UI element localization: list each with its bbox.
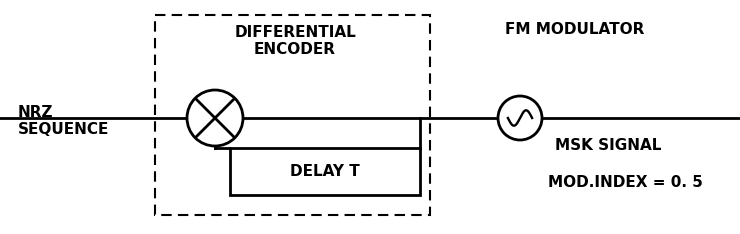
Text: MSK SIGNAL: MSK SIGNAL	[555, 138, 662, 153]
FancyBboxPatch shape	[230, 148, 420, 195]
Ellipse shape	[498, 96, 542, 140]
Ellipse shape	[187, 90, 243, 146]
Text: MOD.INDEX = 0. 5: MOD.INDEX = 0. 5	[548, 175, 703, 190]
Text: DELAY T: DELAY T	[290, 164, 360, 179]
Text: NRZ
SEQUENCE: NRZ SEQUENCE	[18, 105, 110, 137]
Text: DIFFERENTIAL
ENCODER: DIFFERENTIAL ENCODER	[234, 25, 356, 57]
Text: FM MODULATOR: FM MODULATOR	[505, 22, 645, 37]
